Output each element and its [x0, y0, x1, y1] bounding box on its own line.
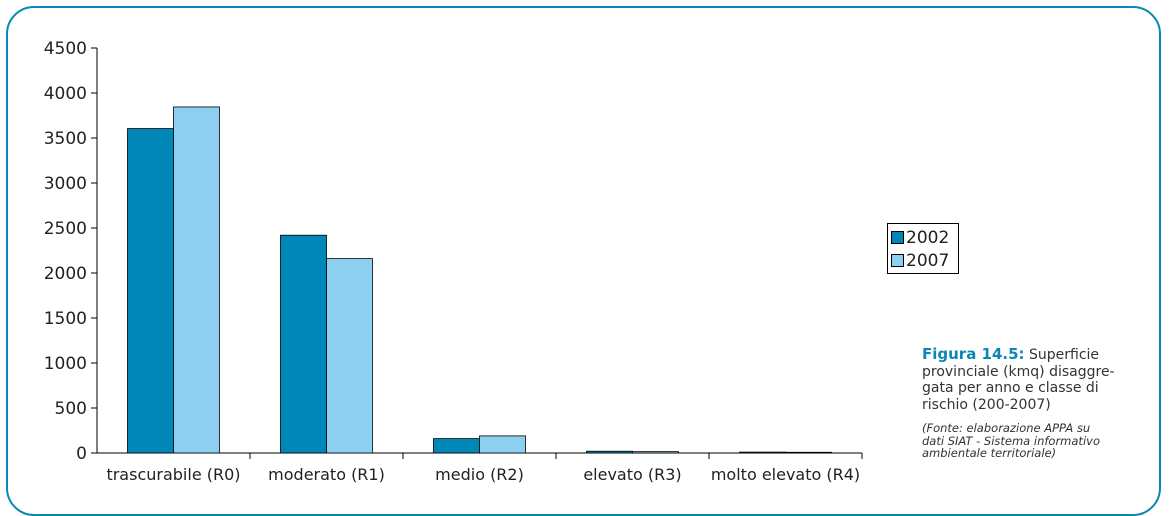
caption-title: Figura 14.5:: [922, 345, 1025, 363]
chart-bars: [127, 106, 832, 454]
y-tick-label: 3500: [44, 129, 87, 149]
caption-source-line-1: (Fonte: elaborazione APPA su: [922, 421, 1091, 435]
y-tick-label: 4500: [44, 39, 87, 59]
y-tick-label: 4000: [44, 84, 87, 104]
bar-2002-5: [739, 451, 786, 454]
y-tick-label: 0: [76, 444, 87, 464]
bar-2007-3: [479, 435, 526, 454]
bar-2007-5: [785, 451, 832, 454]
y-tick-label: 2000: [44, 264, 87, 284]
x-tick-label: trascurabile (R0): [106, 465, 240, 484]
x-tick-label: moderato (R1): [268, 465, 385, 484]
bar-2002-1: [127, 128, 174, 454]
figure-caption: Figura 14.5: Superficie provinciale (kmq…: [922, 346, 1158, 460]
chart-labels: 0 500 1000 1500 2000 2500 3000 3500 4000 4500 tras…: [44, 39, 860, 484]
caption-source: (Fonte: elaborazione APPA su dati SIAT -…: [922, 422, 1158, 460]
caption-source-line-3: ambientale territoriale): [922, 446, 1057, 460]
x-tick-label: elevato (R3): [583, 465, 681, 484]
legend-item-2002: 2002: [891, 226, 958, 249]
legend-label-2007: 2007: [906, 250, 950, 271]
bar-2002-2: [280, 234, 327, 454]
caption-line-3: gata per anno e classe di: [922, 380, 1099, 396]
legend-swatch-2002: [891, 231, 904, 244]
caption-text: Figura 14.5: Superficie provinciale (kmq…: [922, 346, 1158, 413]
chart-legend: 2002 2007: [887, 223, 959, 274]
y-tick-label: 1500: [44, 309, 87, 329]
legend-label-2002: 2002: [906, 227, 950, 248]
legend-swatch-2007: [891, 254, 904, 267]
y-tick-label: 1000: [44, 354, 87, 374]
bar-2007-4: [632, 451, 679, 454]
x-tick-label: medio (R2): [435, 465, 524, 484]
caption-source-line-2: dati SIAT - Sistema informativo: [922, 433, 1100, 448]
y-tick-label: 500: [55, 399, 87, 419]
y-tick-label: 2500: [44, 219, 87, 239]
bar-2007-1: [173, 106, 220, 454]
x-tick-label: molto elevato (R4): [711, 465, 860, 484]
y-tick-label: 3000: [44, 174, 87, 194]
caption-line-1: Superficie: [1029, 347, 1100, 363]
caption-line-2: provinciale (kmq) disaggre-: [922, 363, 1115, 380]
caption-line-4: rischio (200-2007): [922, 396, 1051, 413]
legend-item-2007: 2007: [891, 249, 958, 272]
bar-2007-2: [326, 258, 373, 454]
bar-2002-3: [433, 438, 480, 454]
bar-2002-4: [586, 450, 633, 454]
